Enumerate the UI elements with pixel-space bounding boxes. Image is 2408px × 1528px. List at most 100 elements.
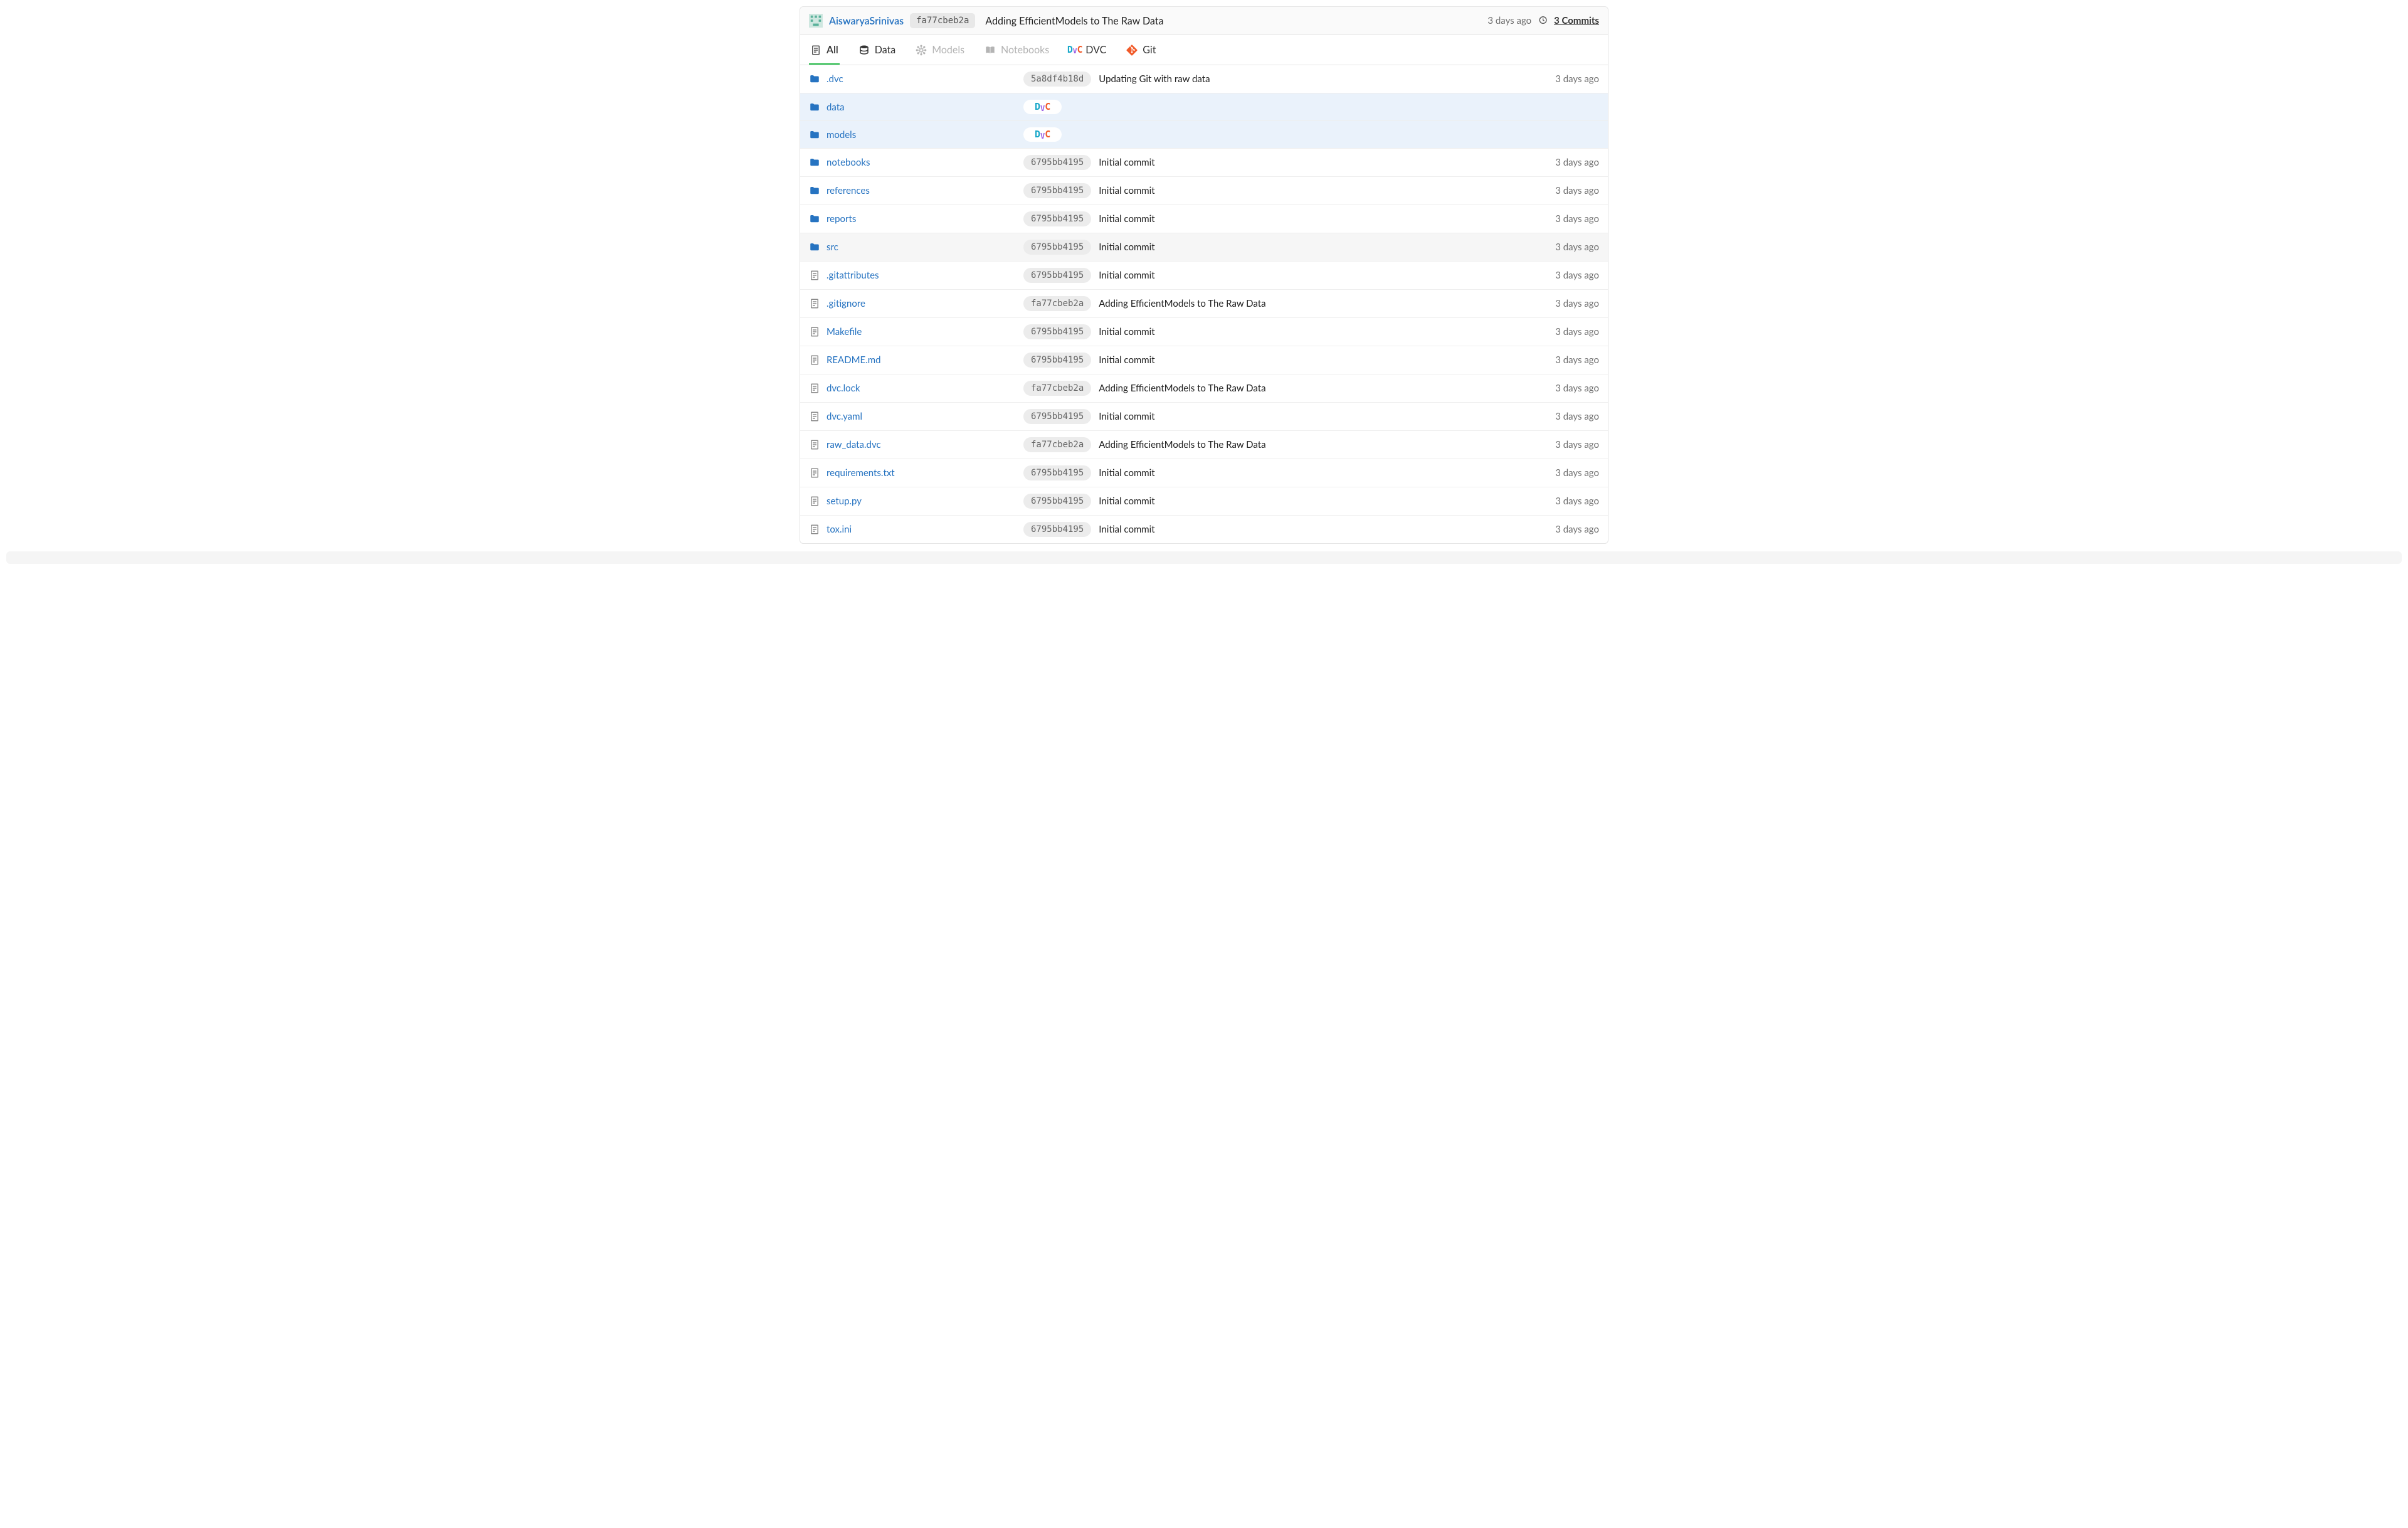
row-commit-sha[interactable]: 5a8df4b18d — [1023, 72, 1091, 87]
tab-all[interactable]: All — [809, 35, 840, 65]
commit-col: fa77cbeb2a Adding EfficientModels to The … — [1023, 437, 1548, 452]
file-name-link[interactable]: Makefile — [826, 326, 862, 337]
row-commit-sha[interactable]: 6795bb4195 — [1023, 353, 1091, 368]
tab-label: Data — [875, 44, 896, 56]
last-commit-bar: AiswaryaSrinivas fa77cbeb2a Adding Effic… — [800, 7, 1608, 35]
file-name-link[interactable]: src — [826, 241, 838, 253]
row-commit-sha[interactable]: 6795bb4195 — [1023, 183, 1091, 198]
row-commit-sha[interactable]: 6795bb4195 — [1023, 409, 1091, 424]
file-name-link[interactable]: .gitignore — [826, 298, 865, 309]
commit-message[interactable]: Adding EfficientModels to The Raw Data — [981, 15, 1481, 27]
folder-icon — [809, 213, 820, 225]
commit-col: 6795bb4195 Initial commit — [1023, 183, 1548, 198]
row-commit-message[interactable]: Initial commit — [1099, 411, 1154, 422]
file-name-link[interactable]: dvc.lock — [826, 383, 860, 394]
model-icon — [916, 45, 927, 56]
file-name-link[interactable]: raw_data.dvc — [826, 439, 881, 450]
row-commit-sha[interactable]: 6795bb4195 — [1023, 240, 1091, 255]
file-row: .gitignore fa77cbeb2a Adding EfficientMode… — [800, 290, 1608, 318]
tab-notebooks[interactable]: Notebooks — [983, 35, 1050, 65]
row-commit-message[interactable]: Initial commit — [1099, 524, 1154, 535]
file-name-link[interactable]: .gitattributes — [826, 270, 879, 281]
row-commit-message[interactable]: Initial commit — [1099, 157, 1154, 168]
row-time: 3 days ago — [1555, 467, 1599, 479]
tab-label: Notebooks — [1001, 44, 1049, 56]
file-row: data DVC — [800, 93, 1608, 121]
file-name-link[interactable]: notebooks — [826, 157, 870, 168]
tab-label: Models — [932, 44, 964, 56]
row-commit-message[interactable]: Initial commit — [1099, 213, 1154, 225]
file-name-link[interactable]: reports — [826, 213, 856, 225]
row-commit-sha[interactable]: 6795bb4195 — [1023, 324, 1091, 339]
row-time: 3 days ago — [1555, 354, 1599, 366]
row-commit-message[interactable]: Initial commit — [1099, 241, 1154, 253]
folder-icon — [809, 102, 820, 113]
database-icon — [858, 45, 870, 56]
row-commit-sha[interactable]: fa77cbeb2a — [1023, 296, 1091, 311]
file-row: dvc.lock fa77cbeb2a Adding EfficientModels… — [800, 374, 1608, 403]
row-commit-message[interactable]: Initial commit — [1099, 354, 1154, 366]
row-time: 3 days ago — [1555, 326, 1599, 337]
row-commit-sha[interactable]: 6795bb4195 — [1023, 211, 1091, 226]
commit-sha[interactable]: fa77cbeb2a — [910, 13, 975, 28]
tab-models[interactable]: Models — [914, 35, 966, 65]
file-name-link[interactable]: references — [826, 185, 870, 196]
row-commit-message[interactable]: Initial commit — [1099, 467, 1154, 479]
history-icon — [1538, 15, 1548, 26]
row-commit-message[interactable]: Adding EfficientModels to The Raw Data — [1099, 383, 1265, 394]
folder-icon — [809, 185, 820, 196]
file-row: README.md 6795bb4195 Initial commit 3 days … — [800, 346, 1608, 374]
tab-dvc[interactable]: DVC DVC — [1068, 35, 1107, 65]
file-name-link[interactable]: models — [826, 129, 856, 141]
row-commit-message[interactable]: Updating Git with raw data — [1099, 73, 1210, 85]
tab-git[interactable]: Git — [1125, 35, 1157, 65]
file-name-link[interactable]: tox.ini — [826, 524, 852, 535]
row-commit-sha[interactable]: fa77cbeb2a — [1023, 381, 1091, 396]
commit-col: 6795bb4195 Initial commit — [1023, 522, 1548, 537]
row-commit-message[interactable]: Initial commit — [1099, 496, 1154, 507]
row-commit-message[interactable]: Initial commit — [1099, 326, 1154, 337]
avatar[interactable] — [809, 14, 823, 28]
row-commit-message[interactable]: Initial commit — [1099, 270, 1154, 281]
commit-col: 5a8df4b18d Updating Git with raw data — [1023, 72, 1548, 87]
file-icon — [809, 326, 820, 337]
row-commit-sha[interactable]: 6795bb4195 — [1023, 465, 1091, 480]
row-commit-message[interactable]: Adding EfficientModels to The Raw Data — [1099, 298, 1265, 309]
dvc-icon: DVC — [1069, 45, 1080, 56]
row-commit-sha[interactable]: 6795bb4195 — [1023, 522, 1091, 537]
row-time: 3 days ago — [1555, 157, 1599, 168]
dvc-badge[interactable]: DVC — [1023, 100, 1062, 114]
file-row: dvc.yaml6795bb4195Initial commit3 days a… — [800, 403, 1608, 431]
file-name-link[interactable]: dvc.yaml — [826, 411, 862, 422]
row-time: 3 days ago — [1555, 496, 1599, 507]
file-name-link[interactable]: README.md — [826, 354, 881, 366]
commits-link[interactable]: 3 Commits — [1554, 15, 1599, 26]
tab-data[interactable]: Data — [857, 35, 897, 65]
book-icon — [985, 45, 996, 56]
file-row: requirements.txt 6795bb4195 Initial commit… — [800, 459, 1608, 487]
row-commit-sha[interactable]: 6795bb4195 — [1023, 155, 1091, 170]
row-commit-message[interactable]: Adding EfficientModels to The Raw Data — [1099, 439, 1265, 450]
commit-col: 6795bb4195 Initial commit — [1023, 465, 1548, 480]
commit-col: DVC — [1023, 127, 1592, 142]
file-icon — [809, 496, 820, 507]
footer-placeholder — [6, 551, 2402, 564]
author-link[interactable]: AiswaryaSrinivas — [829, 15, 904, 27]
file-name-link[interactable]: setup.py — [826, 496, 862, 507]
row-time: 3 days ago — [1555, 298, 1599, 309]
row-commit-sha[interactable]: 6795bb4195 — [1023, 268, 1091, 283]
file-name-link[interactable]: data — [826, 102, 845, 113]
file-row: reports6795bb4195Initial commit3 days ag… — [800, 205, 1608, 233]
commit-time: 3 days ago — [1487, 15, 1531, 26]
file-icon — [809, 383, 820, 394]
dvc-badge[interactable]: DVC — [1023, 127, 1062, 142]
file-name-link[interactable]: .dvc — [826, 73, 843, 85]
folder-icon — [809, 73, 820, 85]
tab-label: DVC — [1085, 44, 1106, 56]
row-commit-sha[interactable]: fa77cbeb2a — [1023, 437, 1091, 452]
commit-col: 6795bb4195 Initial commit — [1023, 494, 1548, 509]
file-name-link[interactable]: requirements.txt — [826, 467, 895, 479]
row-commit-sha[interactable]: 6795bb4195 — [1023, 494, 1091, 509]
row-time: 3 days ago — [1555, 383, 1599, 394]
row-commit-message[interactable]: Initial commit — [1099, 185, 1154, 196]
